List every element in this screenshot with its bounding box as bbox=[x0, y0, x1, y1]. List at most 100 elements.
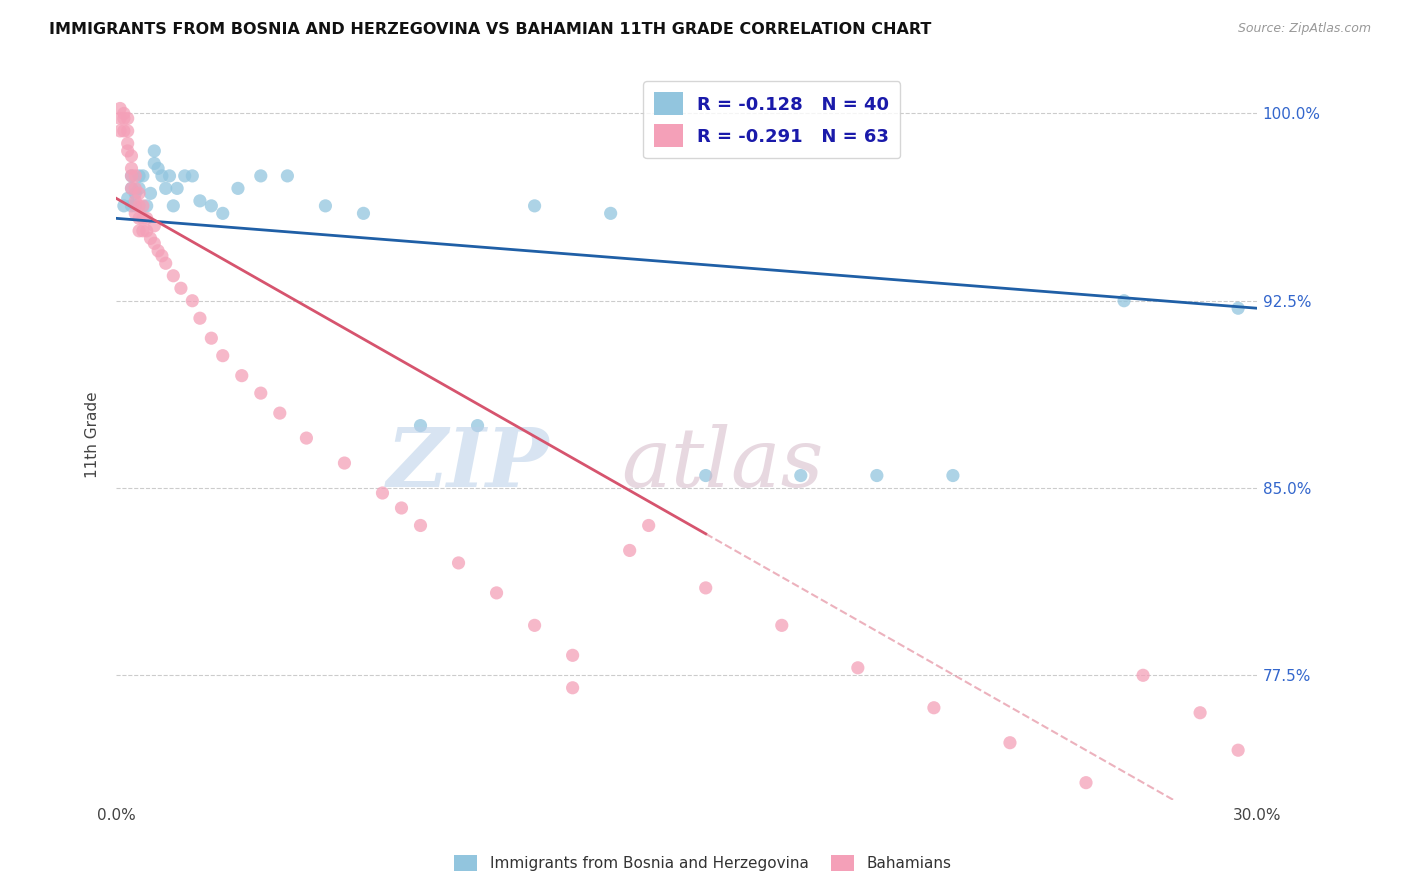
Point bbox=[124, 186, 146, 201]
Point bbox=[188, 311, 211, 326]
Point bbox=[112, 199, 135, 213]
Point bbox=[121, 181, 143, 195]
Point bbox=[226, 181, 249, 195]
Point bbox=[249, 169, 271, 183]
Point bbox=[121, 181, 143, 195]
Point bbox=[170, 281, 193, 295]
Point bbox=[467, 418, 489, 433]
Point bbox=[143, 219, 166, 233]
Point bbox=[139, 186, 162, 201]
Point bbox=[121, 169, 143, 183]
Point bbox=[599, 206, 621, 220]
Point bbox=[1132, 668, 1154, 682]
Text: IMMIGRANTS FROM BOSNIA AND HERZEGOVINA VS BAHAMIAN 11TH GRADE CORRELATION CHART: IMMIGRANTS FROM BOSNIA AND HERZEGOVINA V… bbox=[49, 22, 932, 37]
Point bbox=[124, 169, 146, 183]
Point bbox=[162, 199, 184, 213]
Legend: Immigrants from Bosnia and Herzegovina, Bahamians: Immigrants from Bosnia and Herzegovina, … bbox=[449, 849, 957, 877]
Point bbox=[108, 124, 131, 138]
Point bbox=[112, 112, 135, 126]
Point bbox=[523, 199, 546, 213]
Point bbox=[135, 199, 157, 213]
Point bbox=[117, 124, 139, 138]
Point bbox=[162, 268, 184, 283]
Point bbox=[124, 194, 146, 208]
Point bbox=[124, 206, 146, 220]
Point bbox=[108, 102, 131, 116]
Point bbox=[353, 206, 375, 220]
Point bbox=[146, 244, 169, 258]
Point bbox=[770, 618, 793, 632]
Point bbox=[132, 211, 155, 226]
Point bbox=[121, 149, 143, 163]
Point bbox=[211, 349, 233, 363]
Point bbox=[124, 199, 146, 213]
Point bbox=[619, 543, 641, 558]
Point bbox=[181, 169, 204, 183]
Point bbox=[998, 736, 1021, 750]
Point bbox=[135, 211, 157, 226]
Text: Source: ZipAtlas.com: Source: ZipAtlas.com bbox=[1237, 22, 1371, 36]
Point bbox=[181, 293, 204, 308]
Point bbox=[1189, 706, 1212, 720]
Legend: R = -0.128   N = 40, R = -0.291   N = 63: R = -0.128 N = 40, R = -0.291 N = 63 bbox=[643, 81, 900, 158]
Point bbox=[188, 194, 211, 208]
Point bbox=[561, 648, 583, 663]
Point bbox=[485, 586, 508, 600]
Point bbox=[637, 518, 659, 533]
Point bbox=[139, 231, 162, 245]
Point bbox=[409, 418, 432, 433]
Point bbox=[143, 236, 166, 251]
Point bbox=[523, 618, 546, 632]
Point bbox=[409, 518, 432, 533]
Point bbox=[128, 199, 150, 213]
Point bbox=[1074, 775, 1097, 789]
Point bbox=[295, 431, 318, 445]
Point bbox=[314, 199, 336, 213]
Point bbox=[117, 136, 139, 151]
Point bbox=[1227, 743, 1250, 757]
Point bbox=[146, 161, 169, 176]
Point bbox=[112, 106, 135, 120]
Point bbox=[866, 468, 889, 483]
Point bbox=[128, 169, 150, 183]
Point bbox=[121, 161, 143, 176]
Point bbox=[128, 181, 150, 195]
Point bbox=[447, 556, 470, 570]
Point bbox=[276, 169, 298, 183]
Point bbox=[166, 181, 188, 195]
Point bbox=[143, 156, 166, 170]
Point bbox=[200, 331, 222, 345]
Point bbox=[132, 199, 155, 213]
Text: atlas: atlas bbox=[621, 424, 824, 504]
Point bbox=[159, 169, 181, 183]
Point bbox=[121, 169, 143, 183]
Point bbox=[333, 456, 356, 470]
Point bbox=[391, 501, 413, 516]
Point bbox=[942, 468, 965, 483]
Point bbox=[128, 211, 150, 226]
Point bbox=[143, 144, 166, 158]
Point bbox=[108, 112, 131, 126]
Point bbox=[121, 199, 143, 213]
Point bbox=[150, 249, 173, 263]
Point bbox=[1112, 293, 1135, 308]
Point bbox=[922, 700, 945, 714]
Point bbox=[124, 181, 146, 195]
Point bbox=[135, 224, 157, 238]
Point bbox=[150, 169, 173, 183]
Text: ZIP: ZIP bbox=[387, 424, 550, 504]
Point bbox=[1227, 301, 1250, 316]
Point bbox=[269, 406, 291, 420]
Point bbox=[128, 186, 150, 201]
Point bbox=[155, 256, 177, 270]
Point bbox=[132, 224, 155, 238]
Point bbox=[112, 124, 135, 138]
Y-axis label: 11th Grade: 11th Grade bbox=[86, 391, 100, 477]
Point bbox=[155, 181, 177, 195]
Point bbox=[371, 486, 394, 500]
Point bbox=[231, 368, 253, 383]
Point bbox=[561, 681, 583, 695]
Point bbox=[117, 144, 139, 158]
Point bbox=[790, 468, 813, 483]
Point bbox=[117, 112, 139, 126]
